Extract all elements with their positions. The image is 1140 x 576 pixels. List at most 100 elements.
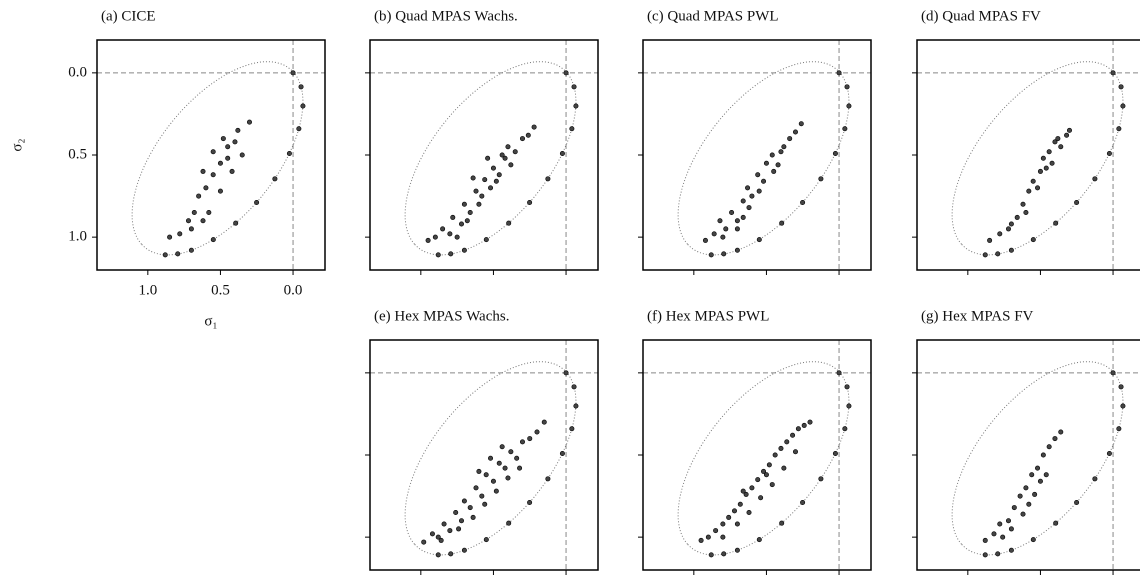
- point: [1037, 168, 1043, 174]
- point: [467, 210, 473, 216]
- point: [832, 451, 838, 457]
- point: [573, 103, 579, 109]
- point: [731, 508, 737, 514]
- point: [229, 168, 235, 174]
- point: [188, 226, 194, 232]
- point: [1043, 165, 1049, 171]
- point: [559, 451, 565, 457]
- point: [527, 499, 533, 505]
- point: [519, 439, 525, 445]
- point: [1118, 384, 1124, 390]
- point: [749, 485, 755, 491]
- point: [740, 198, 746, 204]
- point: [795, 426, 801, 432]
- point: [493, 178, 499, 184]
- plot-area: [917, 40, 1140, 270]
- point: [239, 152, 245, 158]
- yield-curve: [131, 61, 304, 256]
- point: [1116, 426, 1122, 432]
- point: [842, 126, 848, 132]
- point: [846, 403, 852, 409]
- point: [506, 520, 512, 526]
- point: [756, 237, 762, 243]
- point: [217, 160, 223, 166]
- point: [800, 499, 806, 505]
- panel: (b) Quad MPAS Wachs.: [365, 8, 599, 275]
- point: [1106, 451, 1112, 457]
- point: [800, 199, 806, 205]
- point: [512, 149, 518, 155]
- point: [1055, 136, 1061, 142]
- point: [717, 218, 723, 224]
- point: [571, 384, 577, 390]
- point: [836, 70, 842, 76]
- point: [225, 144, 231, 150]
- point: [1064, 132, 1070, 138]
- point: [1052, 436, 1058, 442]
- point: [1043, 472, 1049, 478]
- point: [485, 155, 491, 161]
- point: [1035, 185, 1041, 191]
- point: [298, 84, 304, 90]
- point: [1120, 103, 1126, 109]
- point: [1030, 237, 1036, 243]
- point: [517, 465, 523, 471]
- point: [778, 149, 784, 155]
- point: [235, 127, 241, 133]
- point: [1005, 518, 1011, 524]
- plot-area: [97, 40, 325, 270]
- point: [792, 449, 798, 455]
- point: [1008, 221, 1014, 227]
- point: [438, 537, 444, 543]
- point: [545, 176, 551, 182]
- point: [473, 485, 479, 491]
- point: [210, 237, 216, 243]
- panel-title: (a) CICE: [101, 8, 156, 24]
- point: [1026, 501, 1032, 507]
- point: [844, 84, 850, 90]
- point: [167, 234, 173, 240]
- point: [1046, 444, 1052, 450]
- point: [505, 144, 511, 150]
- point: [290, 70, 296, 76]
- point: [206, 210, 212, 216]
- point: [772, 452, 778, 458]
- point: [987, 237, 993, 243]
- point: [734, 218, 740, 224]
- point: [505, 475, 511, 481]
- axes-frame: [916, 339, 1140, 571]
- point: [225, 155, 231, 161]
- point: [1030, 178, 1036, 184]
- point: [571, 84, 577, 90]
- point: [448, 251, 454, 257]
- point: [1066, 127, 1072, 133]
- point: [482, 501, 488, 507]
- point: [488, 455, 494, 461]
- point: [200, 168, 206, 174]
- point: [479, 493, 485, 499]
- point: [453, 509, 459, 515]
- point: [734, 547, 740, 553]
- point: [787, 136, 793, 142]
- point: [502, 155, 508, 161]
- panel: (e) Hex MPAS Wachs.: [365, 308, 599, 575]
- point: [1023, 485, 1029, 491]
- point: [425, 237, 431, 243]
- point: [995, 551, 1001, 557]
- point: [467, 505, 473, 511]
- point: [982, 537, 988, 543]
- point: [569, 126, 575, 132]
- point: [756, 537, 762, 543]
- point: [441, 521, 447, 527]
- point: [818, 476, 824, 482]
- point: [573, 403, 579, 409]
- point: [1000, 534, 1006, 540]
- point: [272, 176, 278, 182]
- point: [1053, 520, 1059, 526]
- point: [708, 552, 714, 558]
- point: [746, 205, 752, 211]
- point: [286, 151, 292, 157]
- point: [470, 175, 476, 181]
- panel-title: (b) Quad MPAS Wachs.: [374, 8, 518, 24]
- point: [740, 488, 746, 494]
